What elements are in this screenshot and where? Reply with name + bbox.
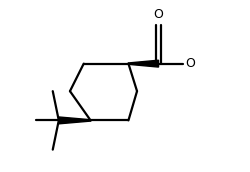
Polygon shape (59, 117, 90, 124)
Text: O: O (185, 57, 195, 70)
Text: O: O (154, 8, 164, 21)
Polygon shape (128, 60, 158, 67)
